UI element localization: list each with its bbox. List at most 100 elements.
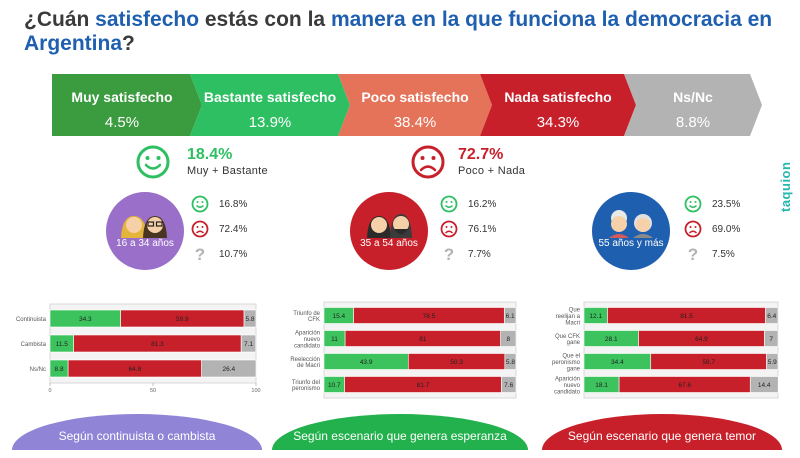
bar-segment	[243, 309, 257, 328]
age2-positive-row: 16.2%	[440, 195, 496, 213]
scale-arrow-bastante	[190, 74, 350, 136]
age3-unknown-row: ? 7.5%	[684, 245, 735, 263]
bar-value-label: 78.5	[423, 313, 436, 320]
scale-segment-bastante: Bastante satisfecho 13.9%	[202, 74, 338, 136]
age2-unknown-value: 7.7%	[468, 248, 491, 260]
scale-arrow-muy	[52, 74, 202, 136]
age-label-55-plus: 55 años y más	[598, 238, 664, 249]
bar-segment	[749, 376, 779, 393]
chart-panel-temor: Que reelijan a Macri 12.1 81.5 6.4 Que CFK gane…	[536, 298, 782, 408]
scale-label-nsnc: Ns/Nc	[673, 89, 713, 105]
frown-icon	[191, 220, 209, 238]
scale-value-muy: 4.5%	[104, 114, 140, 131]
brand-logo: taquion	[778, 161, 793, 212]
smile-icon	[684, 195, 702, 213]
scale-value-nada: 34.3%	[536, 114, 580, 131]
age1-unknown-row: ? 10.7%	[191, 245, 248, 263]
bar-value-label: 81.7	[417, 382, 430, 389]
bar-value-label: 81.5	[680, 313, 693, 320]
question-icon: ?	[688, 245, 698, 263]
scale-segment-nada: Nada satisfecho 34.3%	[492, 74, 624, 136]
category-label: Triunfo de CFK	[293, 311, 320, 323]
scale-segment-poco: Poco satisfecho 38.4%	[350, 74, 480, 136]
scale-value-poco: 38.4%	[393, 114, 437, 131]
bar-segment	[504, 353, 517, 370]
scale-value-bastante: 13.9%	[248, 114, 292, 131]
title-part-1: ¿Cuán	[24, 8, 96, 31]
title-part-3: ?	[122, 32, 135, 55]
category-label: Reelección de Macri	[290, 357, 320, 369]
scale-arrow-poco	[338, 74, 492, 136]
scale-label-bastante: Bastante satisfecho	[203, 89, 337, 105]
bar-value-label: 59.7	[702, 359, 715, 366]
bar-value-label: 34.3	[79, 316, 92, 323]
x-tick-label: 50	[150, 388, 156, 394]
bar-segment	[766, 353, 779, 370]
young-people-icon	[121, 216, 167, 238]
bar-value-label: 14.4	[758, 382, 771, 389]
age-group-16-34: 16 a 34 años	[106, 192, 184, 270]
summary-negative: 72.7% Poco + Nada	[410, 144, 525, 180]
bar-value-label: 8	[507, 336, 511, 343]
bar-value-label: 50.3	[450, 359, 463, 366]
bar-value-label: 43.9	[360, 359, 373, 366]
smile-icon	[191, 195, 209, 213]
summary-positive-pct: 18.4%	[187, 146, 233, 163]
chart-temor: Que reelijan a Macri 12.1 81.5 6.4 Que CFK gane…	[552, 301, 779, 399]
scale-value-nsnc: 8.8%	[675, 114, 711, 131]
category-label: Aparición nuevo candidato	[554, 377, 581, 396]
age1-negative-value: 72.4%	[219, 223, 248, 235]
category-label: Continuista	[16, 317, 47, 323]
bar-segment	[503, 307, 517, 324]
bar-value-label: 81	[419, 336, 427, 343]
scale-arrows	[52, 74, 762, 136]
age2-unknown-row: ? 7.7%	[440, 245, 491, 263]
bar-value-label: 64.8	[129, 366, 142, 373]
bar-value-label: 67.6	[678, 382, 691, 389]
bar-value-label: 15.4	[332, 313, 345, 320]
bar-segment	[240, 334, 257, 353]
summary-positive-label: Muy + Bastante	[187, 165, 268, 177]
age1-negative-row: 72.4%	[191, 220, 247, 238]
bar-value-label: 5.8	[506, 359, 515, 366]
summary-negative-label: Poco + Nada	[458, 165, 526, 177]
scale-arrow-nsnc	[624, 74, 762, 136]
adult-people-icon	[367, 214, 412, 238]
scale-segment-nsnc: Ns/Nc 8.8%	[636, 74, 750, 136]
age-label-16-34: 16 a 34 años	[116, 238, 174, 249]
age-group-35-54: 35 a 54 años	[350, 192, 428, 270]
bar-value-label: 5.9	[768, 359, 777, 366]
category-label: Cambista	[21, 342, 47, 348]
svg-text:?: ?	[688, 245, 698, 263]
scale-segment-muy: Muy satisfecho 4.5%	[52, 74, 192, 136]
scale-label-muy: Muy satisfecho	[71, 89, 173, 105]
bar-segment	[764, 330, 779, 347]
smile-icon	[440, 195, 458, 213]
category-label: Triunfo del peronismo	[292, 380, 321, 392]
svg-text:?: ?	[195, 245, 205, 263]
frown-icon	[411, 145, 445, 179]
scale-label-nada: Nada satisfecho	[504, 89, 612, 105]
satisfaction-scale: Muy satisfecho 4.5% Bastante satisfecho …	[52, 74, 762, 136]
chart-panel-continuista: Continuista 34.3 59.9 5.8 Cambista 11.5 81.3 7.…	[8, 298, 266, 408]
age-group-55-plus: 55 años y más	[592, 192, 670, 270]
age1-positive-row: 16.8%	[191, 195, 247, 213]
bar-value-label: 7.1	[244, 341, 253, 348]
frown-icon	[440, 220, 458, 238]
age1-unknown-value: 10.7%	[219, 248, 248, 260]
bar-value-label: 26.4	[222, 366, 235, 373]
banner-continuista: Según continuista o cambista	[12, 414, 262, 450]
age2-positive-value: 16.2%	[468, 198, 497, 210]
bar-value-label: 28.1	[605, 336, 618, 343]
x-tick-label: 100	[251, 388, 260, 394]
bar-segment	[501, 376, 517, 393]
bar-value-label: 81.3	[151, 341, 164, 348]
svg-text:?: ?	[444, 245, 454, 263]
bar-value-label: 18.1	[595, 382, 608, 389]
bar-segment	[765, 307, 779, 324]
bar-value-label: 6.1	[506, 313, 515, 320]
frown-icon	[684, 220, 702, 238]
x-tick-label: 0	[48, 388, 51, 394]
age2-negative-row: 76.1%	[440, 220, 496, 238]
age3-negative-value: 69.0%	[712, 223, 741, 235]
